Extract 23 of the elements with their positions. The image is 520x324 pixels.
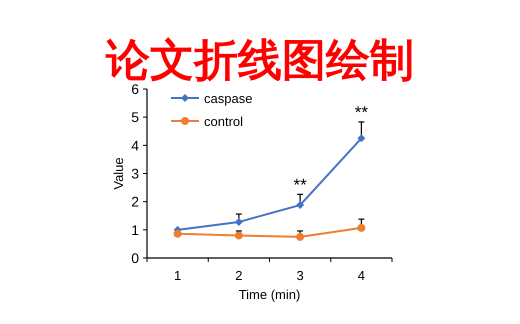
y-tick-label: 0: [131, 250, 140, 266]
x-tick-label: 3: [296, 268, 304, 283]
point: [174, 230, 182, 238]
point: [357, 224, 366, 232]
y-axis-title: Value: [111, 157, 126, 190]
point: [234, 231, 243, 240]
y-tick-label: 5: [131, 109, 140, 126]
x-tick-label: 1: [174, 268, 182, 283]
y-tick-label: 3: [131, 166, 140, 182]
point: [296, 201, 304, 210]
point: [234, 218, 243, 226]
legend-label: control: [204, 114, 244, 129]
point: [296, 232, 304, 241]
y-tick-label: 4: [131, 137, 140, 154]
x-axis-title: Time (min): [238, 287, 300, 302]
x-tick-label: 4: [358, 268, 365, 283]
annotation: **: [354, 102, 368, 122]
y-tick-label: 2: [131, 194, 140, 210]
legend-label: caspase: [204, 91, 252, 106]
y-tick-label: 1: [131, 222, 140, 238]
point: [357, 134, 366, 142]
annotation: **: [294, 175, 308, 194]
x-tick-label: 2: [235, 268, 242, 283]
